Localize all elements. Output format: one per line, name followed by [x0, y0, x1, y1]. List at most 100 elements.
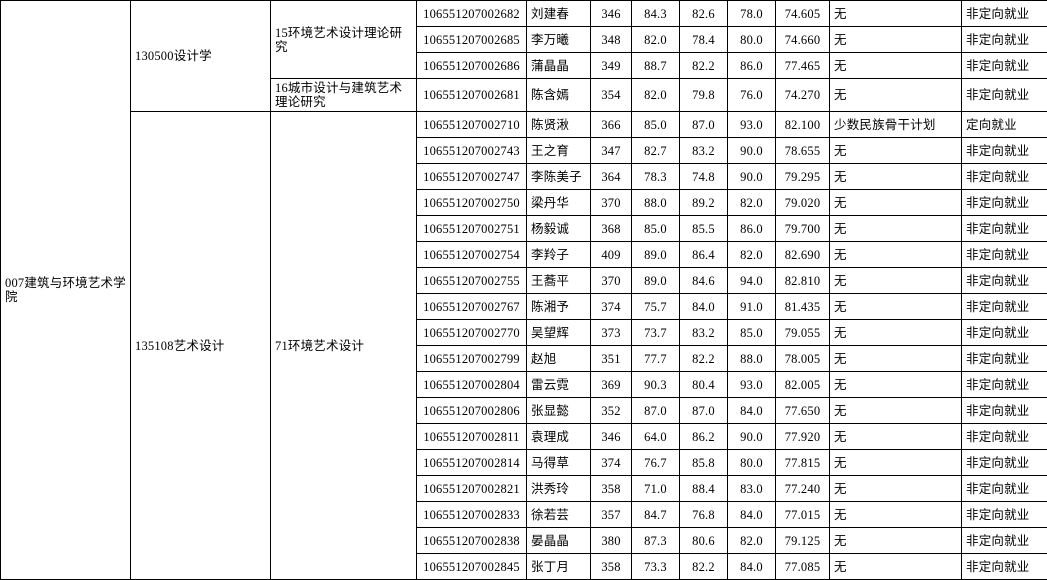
applicant-name-cell: 陈贤湫: [527, 112, 591, 138]
special-plan-cell: 无: [830, 1, 962, 27]
written-total-cell: 352: [591, 398, 632, 424]
written-total-cell: 370: [591, 190, 632, 216]
score-2-cell: 83.2: [680, 320, 728, 346]
applicant-name-cell: 梁丹华: [527, 190, 591, 216]
score-3-cell: 84.0: [728, 502, 776, 528]
applicant-name-cell: 马得草: [527, 450, 591, 476]
applicant-name-cell: 陈湘予: [527, 294, 591, 320]
score-3-cell: 90.0: [728, 424, 776, 450]
score-3-cell: 88.0: [728, 346, 776, 372]
written-total-cell: 380: [591, 528, 632, 554]
written-total-cell: 351: [591, 346, 632, 372]
score-1-cell: 87.0: [632, 398, 680, 424]
exam-number-cell: 106551207002845: [417, 554, 527, 580]
score-1-cell: 73.3: [632, 554, 680, 580]
exam-number-cell: 106551207002833: [417, 502, 527, 528]
employment-type-cell: 非定向就业: [962, 216, 1047, 242]
score-1-cell: 82.0: [632, 27, 680, 53]
exam-number-cell: 106551207002750: [417, 190, 527, 216]
employment-type-cell: 非定向就业: [962, 1, 1047, 27]
major-cell: 130500设计学: [131, 1, 271, 112]
score-2-cell: 85.8: [680, 450, 728, 476]
written-total-cell: 374: [591, 450, 632, 476]
applicant-name-cell: 李陈美子: [527, 164, 591, 190]
special-plan-cell: 少数民族骨干计划: [830, 112, 962, 138]
score-1-cell: 73.7: [632, 320, 680, 346]
score-3-cell: 86.0: [728, 216, 776, 242]
research-direction-cell: 71环境艺术设计: [271, 112, 417, 580]
score-2-cell: 82.2: [680, 53, 728, 79]
score-3-cell: 84.0: [728, 398, 776, 424]
special-plan-cell: 无: [830, 79, 962, 112]
applicant-name-cell: 刘建春: [527, 1, 591, 27]
final-score-cell: 77.650: [776, 398, 830, 424]
score-1-cell: 88.0: [632, 190, 680, 216]
final-score-cell: 77.815: [776, 450, 830, 476]
major-cell: 135108艺术设计: [131, 112, 271, 580]
score-2-cell: 84.6: [680, 268, 728, 294]
employment-type-cell: 非定向就业: [962, 268, 1047, 294]
employment-type-cell: 非定向就业: [962, 424, 1047, 450]
written-total-cell: 349: [591, 53, 632, 79]
special-plan-cell: 无: [830, 372, 962, 398]
score-3-cell: 80.0: [728, 450, 776, 476]
score-3-cell: 83.0: [728, 476, 776, 502]
score-1-cell: 84.7: [632, 502, 680, 528]
applicant-name-cell: 徐若芸: [527, 502, 591, 528]
score-3-cell: 76.0: [728, 79, 776, 112]
written-total-cell: 370: [591, 268, 632, 294]
score-1-cell: 82.7: [632, 138, 680, 164]
employment-type-cell: 非定向就业: [962, 398, 1047, 424]
employment-type-cell: 非定向就业: [962, 554, 1047, 580]
applicant-name-cell: 蒲晶晶: [527, 53, 591, 79]
written-total-cell: 358: [591, 554, 632, 580]
score-2-cell: 76.8: [680, 502, 728, 528]
employment-type-cell: 非定向就业: [962, 79, 1047, 112]
special-plan-cell: 无: [830, 27, 962, 53]
score-2-cell: 89.2: [680, 190, 728, 216]
employment-type-cell: 非定向就业: [962, 346, 1047, 372]
employment-type-cell: 非定向就业: [962, 138, 1047, 164]
special-plan-cell: 无: [830, 320, 962, 346]
applicant-name-cell: 雷云霓: [527, 372, 591, 398]
score-2-cell: 87.0: [680, 398, 728, 424]
exam-number-cell: 106551207002814: [417, 450, 527, 476]
exam-number-cell: 106551207002686: [417, 53, 527, 79]
written-total-cell: 364: [591, 164, 632, 190]
score-3-cell: 85.0: [728, 320, 776, 346]
score-1-cell: 71.0: [632, 476, 680, 502]
written-total-cell: 373: [591, 320, 632, 346]
employment-type-cell: 非定向就业: [962, 190, 1047, 216]
final-score-cell: 79.020: [776, 190, 830, 216]
final-score-cell: 81.435: [776, 294, 830, 320]
exam-number-cell: 106551207002751: [417, 216, 527, 242]
exam-number-cell: 106551207002682: [417, 1, 527, 27]
score-2-cell: 74.8: [680, 164, 728, 190]
final-score-cell: 82.100: [776, 112, 830, 138]
score-1-cell: 85.0: [632, 216, 680, 242]
exam-number-cell: 106551207002838: [417, 528, 527, 554]
special-plan-cell: 无: [830, 190, 962, 216]
applicant-name-cell: 王之育: [527, 138, 591, 164]
applicant-name-cell: 洪秀玲: [527, 476, 591, 502]
employment-type-cell: 非定向就业: [962, 294, 1047, 320]
exam-number-cell: 106551207002685: [417, 27, 527, 53]
score-2-cell: 84.0: [680, 294, 728, 320]
exam-number-cell: 106551207002743: [417, 138, 527, 164]
applicant-name-cell: 晏晶晶: [527, 528, 591, 554]
special-plan-cell: 无: [830, 138, 962, 164]
employment-type-cell: 非定向就业: [962, 372, 1047, 398]
applicant-name-cell: 赵旭: [527, 346, 591, 372]
score-2-cell: 82.2: [680, 554, 728, 580]
written-total-cell: 348: [591, 27, 632, 53]
score-1-cell: 90.3: [632, 372, 680, 398]
applicant-name-cell: 李万曦: [527, 27, 591, 53]
score-3-cell: 82.0: [728, 190, 776, 216]
special-plan-cell: 无: [830, 476, 962, 502]
exam-number-cell: 106551207002710: [417, 112, 527, 138]
score-1-cell: 76.7: [632, 450, 680, 476]
